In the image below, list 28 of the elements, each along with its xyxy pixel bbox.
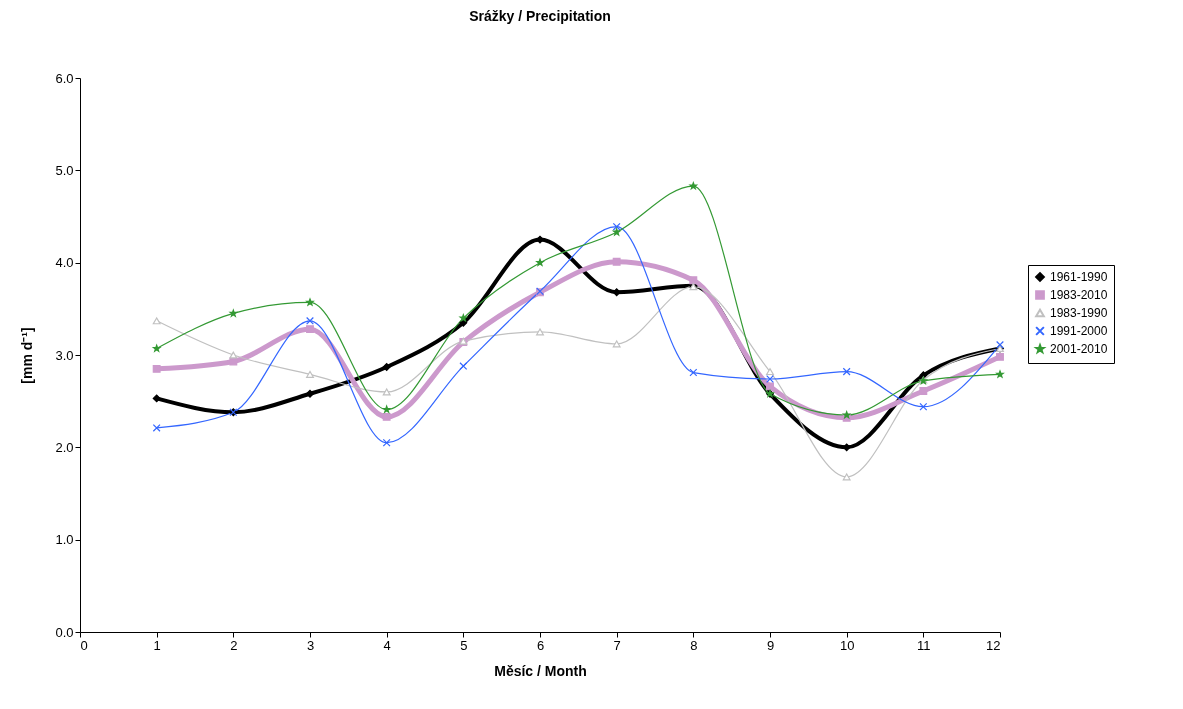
x-tick-label: 1 xyxy=(153,637,161,653)
y-tick-label: 2.0 xyxy=(55,439,74,455)
x-tick-label: 0 xyxy=(80,637,88,653)
x-tick-label: 6 xyxy=(536,637,545,653)
x-tick-label: 8 xyxy=(690,637,698,653)
y-tick-label: 1.0 xyxy=(55,532,74,548)
y-tick-label: 4.0 xyxy=(55,255,74,271)
chart-title: Srážky / Precipitation xyxy=(469,8,611,24)
x-tick-label: 3 xyxy=(306,637,315,653)
y-tick-label: 5.0 xyxy=(55,162,74,178)
y-tick-label: 0.0 xyxy=(55,624,74,640)
y-tick-label: 3.0 xyxy=(55,347,74,363)
legend-label: 1961-1990 xyxy=(1050,270,1108,284)
x-tick-label: 7 xyxy=(613,637,621,653)
legend-label: 1991-2000 xyxy=(1050,324,1108,338)
x-tick-label: 4 xyxy=(383,637,391,653)
x-tick-label: 11 xyxy=(917,637,931,653)
x-tick-label: 9 xyxy=(766,637,775,653)
y-tick-label: 6.0 xyxy=(55,70,74,86)
y-axis-title: [mm d⁻¹] xyxy=(19,327,36,384)
x-tick-label: 5 xyxy=(460,637,468,653)
x-axis-title: Měsíc / Month xyxy=(494,662,587,679)
x-tick-label: 12 xyxy=(986,637,1001,653)
legend-label: 1983-1990 xyxy=(1050,306,1108,320)
legend-label: 1983-2010 xyxy=(1050,288,1108,302)
legend-label: 2001-2010 xyxy=(1050,342,1108,356)
x-tick-label: 10 xyxy=(839,637,855,653)
x-tick-label: 2 xyxy=(230,637,238,653)
